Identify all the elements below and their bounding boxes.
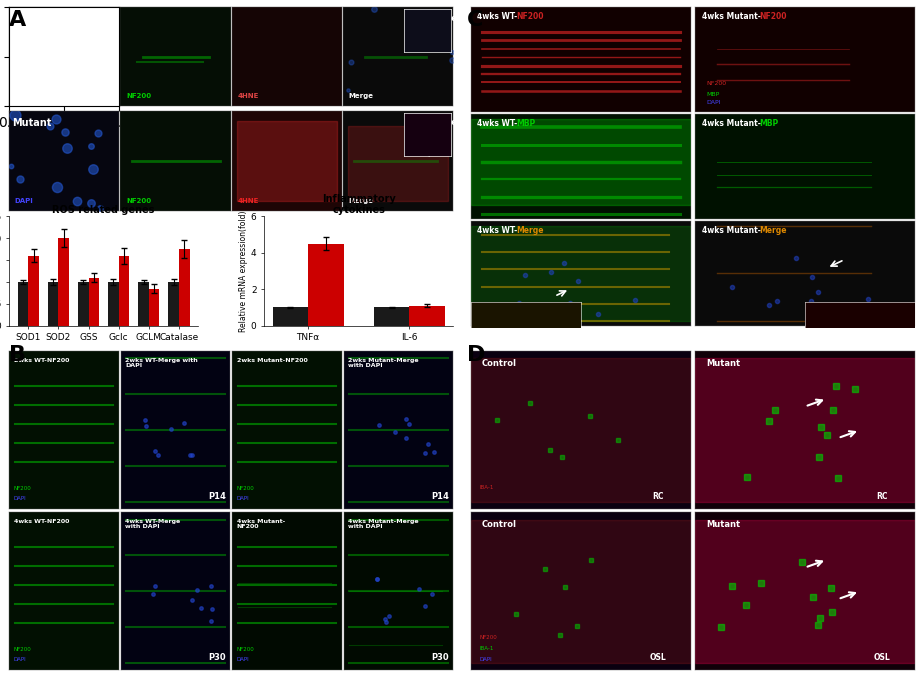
Bar	[89, 278, 99, 326]
Text: 2wks WT-Merge with
DAPI: 2wks WT-Merge with DAPI	[125, 357, 198, 368]
Text: MBP: MBP	[517, 119, 535, 128]
Text: NF200: NF200	[706, 81, 726, 87]
Text: Merge: Merge	[348, 93, 373, 100]
Text: 4wks Mutant-: 4wks Mutant-	[701, 226, 760, 235]
Bar	[48, 282, 58, 326]
Text: IBA-1: IBA-1	[480, 646, 494, 651]
Text: 4wks Mutant-: 4wks Mutant-	[701, 12, 760, 21]
Text: DAPI: DAPI	[237, 657, 249, 661]
Text: 4HNE: 4HNE	[237, 198, 259, 204]
Text: A: A	[9, 10, 27, 30]
Bar	[168, 282, 179, 326]
Bar	[348, 127, 448, 201]
Text: NF200: NF200	[14, 647, 31, 652]
Text: Control: Control	[481, 359, 517, 368]
Text: *: *	[426, 45, 432, 58]
Text: Merge: Merge	[429, 118, 456, 127]
Text: OSL: OSL	[873, 653, 890, 662]
Text: NF200: NF200	[237, 486, 254, 492]
Text: NF200: NF200	[14, 486, 31, 492]
Bar	[29, 256, 39, 326]
Text: NF200: NF200	[517, 12, 543, 21]
Text: WT: WT	[15, 14, 32, 24]
Bar	[78, 282, 89, 326]
Bar	[108, 282, 119, 326]
Text: Control: Control	[481, 520, 517, 529]
Text: DAPI: DAPI	[14, 657, 27, 661]
Text: Merge: Merge	[760, 226, 787, 235]
Text: NF200: NF200	[126, 198, 152, 204]
Text: RC: RC	[652, 492, 663, 501]
Title: ROS related genes: ROS related genes	[53, 205, 155, 215]
Text: DAPI: DAPI	[706, 100, 721, 106]
Text: 4wks WT-NF200: 4wks WT-NF200	[14, 519, 69, 523]
Bar	[149, 288, 160, 326]
Bar	[18, 282, 29, 326]
Text: Mutant: Mutant	[13, 118, 52, 129]
Text: OSL: OSL	[650, 653, 666, 662]
Text: NF200: NF200	[760, 12, 787, 21]
Text: Merge: Merge	[348, 198, 373, 204]
Text: 2wks Mutant-Merge
with DAPI: 2wks Mutant-Merge with DAPI	[348, 357, 419, 368]
Bar	[139, 282, 149, 326]
Text: 4wks Mutant-
NF200: 4wks Mutant- NF200	[237, 519, 285, 529]
Text: 4wks WT-: 4wks WT-	[478, 119, 517, 128]
Text: P14: P14	[208, 492, 225, 501]
Text: DAPI: DAPI	[14, 496, 27, 501]
Text: NF200: NF200	[126, 93, 152, 100]
Text: 4HNE: 4HNE	[237, 93, 259, 100]
Text: Mutant: Mutant	[706, 520, 740, 529]
Text: IBA-1: IBA-1	[480, 485, 494, 489]
Text: Mutant: Mutant	[706, 359, 740, 368]
Text: NF200: NF200	[480, 634, 497, 640]
Bar	[58, 238, 69, 326]
Text: D: D	[467, 345, 485, 366]
Text: Merge: Merge	[517, 226, 543, 235]
Text: DAPI: DAPI	[480, 657, 492, 661]
Text: 2wks WT-NF200: 2wks WT-NF200	[14, 357, 69, 363]
Text: RC: RC	[876, 492, 888, 501]
Text: *: *	[426, 150, 432, 162]
Bar	[119, 256, 129, 326]
Bar	[273, 307, 309, 326]
Bar	[309, 244, 344, 326]
Text: 4wks Mutant-Merge
with DAPI: 4wks Mutant-Merge with DAPI	[348, 519, 419, 529]
Text: P14: P14	[432, 492, 449, 501]
Text: B: B	[9, 345, 26, 366]
Text: P30: P30	[432, 653, 449, 662]
Text: 4wks WT-: 4wks WT-	[478, 226, 517, 235]
Text: DAPI: DAPI	[15, 93, 33, 100]
Bar	[471, 118, 690, 205]
Title: Inflammatory
cytokines: Inflammatory cytokines	[322, 194, 395, 215]
Y-axis label: Relative mRNA expression(fold): Relative mRNA expression(fold)	[239, 211, 248, 332]
Text: 2wks Mutant-NF200: 2wks Mutant-NF200	[237, 357, 308, 363]
Text: Merge: Merge	[429, 14, 456, 23]
Bar	[237, 121, 337, 201]
Text: 4wks WT-: 4wks WT-	[478, 12, 517, 21]
Text: DAPI: DAPI	[237, 496, 249, 501]
Text: 4wks Mutant-: 4wks Mutant-	[701, 119, 760, 128]
Text: MBP: MBP	[760, 119, 779, 128]
Bar	[374, 307, 409, 326]
Text: DAPI: DAPI	[15, 198, 33, 204]
Text: C: C	[467, 10, 483, 30]
Text: P30: P30	[208, 653, 225, 662]
Bar	[409, 305, 444, 326]
Text: NF200: NF200	[237, 647, 254, 652]
Bar	[179, 249, 189, 326]
Text: 4wks WT-Merge
with DAPI: 4wks WT-Merge with DAPI	[125, 519, 180, 529]
Text: MBP: MBP	[706, 92, 719, 97]
